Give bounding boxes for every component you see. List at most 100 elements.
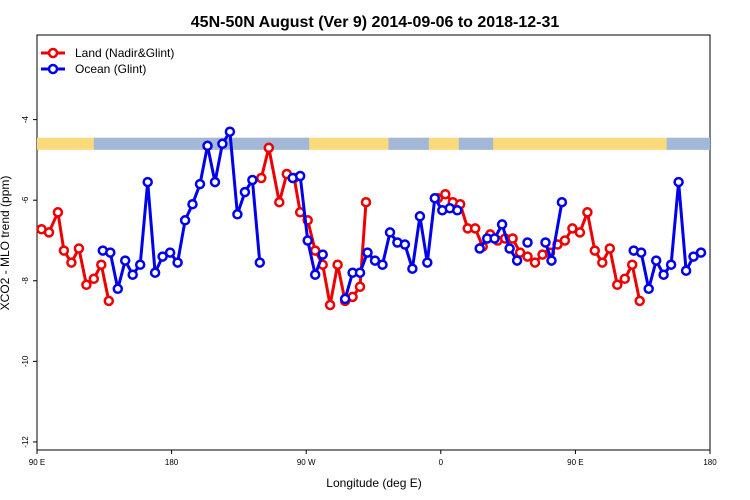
series-0-point-2-12 xyxy=(522,251,533,262)
series-1-point-0-20 xyxy=(247,174,258,186)
band-ocean-3 xyxy=(666,137,710,150)
series-1-point-7-8 xyxy=(688,251,699,262)
series-1-point-0-3 xyxy=(119,255,131,266)
y-axis-label: XCO2 - MLO trend (ppm) xyxy=(0,176,12,311)
series-0-point-2-13 xyxy=(529,257,541,268)
series-1-point-3-1 xyxy=(452,205,463,216)
series-0-point-0-3 xyxy=(58,245,70,256)
series-0-point-1-2 xyxy=(274,196,285,208)
y-tick-label-1: -6 xyxy=(21,196,30,204)
series-1-point-2-0 xyxy=(339,293,351,305)
band-ocean-1 xyxy=(388,137,429,150)
series-1-point-2-10 xyxy=(414,211,426,222)
series-0-point-2-26 xyxy=(626,259,638,270)
series-0-point-0-5 xyxy=(73,243,85,254)
series-0-point-2-20 xyxy=(582,207,593,218)
series-1-point-0-17 xyxy=(224,126,236,137)
series-0-point-1-10 xyxy=(332,259,343,270)
legend-marker-land xyxy=(47,47,59,59)
series-0-point-0-7 xyxy=(88,273,100,285)
series-1-point-2-3 xyxy=(362,247,373,258)
x-axis: 90 E 180 90 W 0 90 E 180 xyxy=(29,450,717,467)
series-1-point-2-11 xyxy=(422,257,433,268)
series-1-point-0-9 xyxy=(164,247,176,258)
plot-frame xyxy=(36,34,711,451)
series-1-point-1-3 xyxy=(309,269,321,280)
series-1-point-5-0 xyxy=(522,237,533,248)
series-0-point-2-22 xyxy=(597,257,608,268)
series-0-point-0-2 xyxy=(52,207,64,218)
series-1-point-7-4 xyxy=(658,269,669,280)
series-0-point-0-9 xyxy=(103,295,115,307)
series-0-point-1-0 xyxy=(256,172,267,184)
y-tick-label-4: -12 xyxy=(21,436,30,448)
series-0-point-0-1 xyxy=(43,227,55,238)
series-0-point-1-1 xyxy=(263,142,275,154)
x-tick-label-2: 90 W xyxy=(297,458,316,467)
series-0-point-1-9 xyxy=(324,299,336,311)
series-1-point-0-21 xyxy=(254,257,266,268)
series-1-point-7-3 xyxy=(650,255,662,266)
series-1-point-0-16 xyxy=(217,138,228,150)
series-1-point-7-2 xyxy=(643,283,654,295)
series-1-point-0-5 xyxy=(134,259,146,270)
x-tick-label-0: 90 E xyxy=(29,458,45,467)
series-1-point-7-9 xyxy=(695,247,707,258)
series-0-point-0-8 xyxy=(96,259,107,270)
series-1-point-0-12 xyxy=(187,198,198,210)
series-0-point-2-23 xyxy=(604,243,616,254)
series-0-point-2-10 xyxy=(507,233,518,244)
series-1-line-7 xyxy=(633,180,702,291)
series-0-line-0 xyxy=(40,210,111,302)
series-1-point-7-6 xyxy=(673,176,684,188)
series-1-point-7-5 xyxy=(665,259,677,270)
band-ocean-0 xyxy=(93,137,310,150)
series-1-point-2-6 xyxy=(384,227,396,238)
series-1-point-4-2 xyxy=(489,233,500,244)
legend-item-land: Land (Nadir&Glint) xyxy=(41,46,174,60)
series-1-line-0 xyxy=(102,130,262,291)
series-1-point-0-8 xyxy=(157,251,168,262)
series-1-point-6-1 xyxy=(546,255,557,266)
y-axis: -4 -6 -8 -10 -12 xyxy=(21,116,37,448)
series-1-point-2-2 xyxy=(354,267,366,278)
series-1-point-1-1 xyxy=(294,170,306,182)
series-1-point-2-9 xyxy=(407,263,418,274)
series-1-point-0-2 xyxy=(112,283,124,295)
series-1-point-0-4 xyxy=(127,269,138,280)
series-0-point-2-1 xyxy=(440,188,451,200)
series-1-point-2-8 xyxy=(399,239,411,250)
series-1-point-2-12 xyxy=(429,192,441,204)
series-0-point-0-4 xyxy=(66,257,77,268)
series-1-point-4-3 xyxy=(496,219,508,230)
legend-label-ocean: Ocean (Glint) xyxy=(75,62,146,76)
series-1-point-2-4 xyxy=(369,255,381,266)
x-tick-label-3: 0 xyxy=(439,458,444,467)
series-1-point-4-0 xyxy=(474,243,485,254)
series-1-point-0-7 xyxy=(149,267,161,278)
series-1-point-4-5 xyxy=(511,255,523,266)
x-tick-label-4: 90 E xyxy=(567,458,583,467)
band-ocean-2 xyxy=(458,137,494,150)
series-1-point-4-4 xyxy=(504,243,515,254)
series-1-point-0-18 xyxy=(232,209,243,220)
series-0-point-2-25 xyxy=(619,273,631,285)
legend-item-ocean: Ocean (Glint) xyxy=(41,62,146,76)
legend: Land (Nadir&Glint) Ocean (Glint) xyxy=(41,46,174,76)
series-0-point-2-17 xyxy=(559,235,571,246)
series-1-point-1-4 xyxy=(317,249,328,260)
series-0-point-1-14 xyxy=(360,196,372,208)
series-1-point-0-13 xyxy=(194,178,206,190)
land-ocean-band xyxy=(37,137,710,150)
chart-title: 45N-50N August (Ver 9) 2014-09-06 to 201… xyxy=(191,14,560,31)
series-1-point-6-2 xyxy=(556,196,568,208)
legend-marker-ocean xyxy=(47,63,59,75)
x-tick-label-5: 180 xyxy=(703,458,717,467)
series-0-point-2-19 xyxy=(574,227,586,238)
series-1-point-7-7 xyxy=(680,265,692,276)
series-1-point-6-0 xyxy=(540,237,551,248)
y-tick-label-3: -10 xyxy=(21,355,30,367)
series-1-point-0-19 xyxy=(239,186,251,198)
series-0-point-2-18 xyxy=(567,223,578,234)
